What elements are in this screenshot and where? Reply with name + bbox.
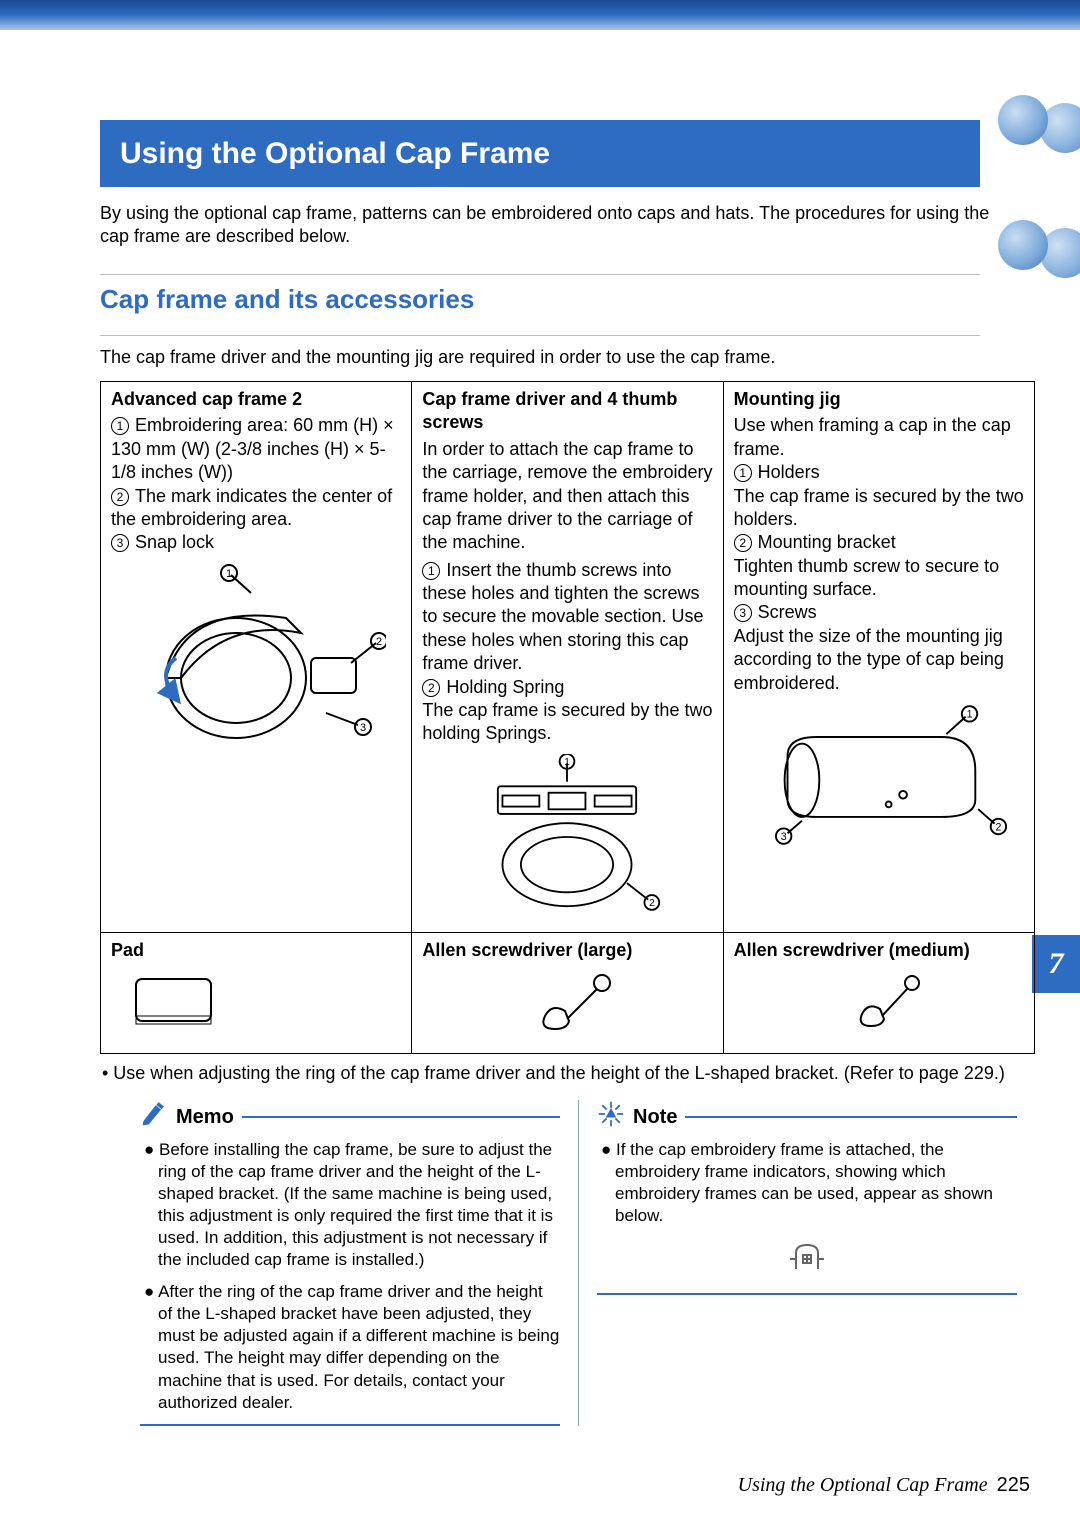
list-item: Embroidering area: 60 mm (H) × 130 mm (W…: [111, 415, 394, 482]
cell-mounting-jig: Mounting jig Use when framing a cap in t…: [724, 382, 1034, 932]
cell-heading: Cap frame driver and 4 thumb screws: [422, 388, 712, 435]
list-item: Insert the thumb screws into these holes…: [422, 560, 703, 674]
intro-paragraph: By using the optional cap frame, pattern…: [100, 202, 1000, 249]
memo-item: Before installing the cap frame, be sure…: [158, 1139, 560, 1272]
svg-text:3: 3: [781, 831, 787, 843]
table-row: Advanced cap frame 2 1 Embroidering area:…: [101, 382, 1034, 932]
cell-heading: Mounting jig: [734, 388, 1024, 411]
cell-heading: Allen screwdriver (medium): [734, 939, 1024, 962]
cell-heading: Advanced cap frame 2: [111, 388, 401, 411]
cell-allen-medium: Allen screwdriver (medium): [724, 933, 1034, 1053]
cell-heading: Pad: [111, 939, 401, 962]
cell-lead: In order to attach the cap frame to the …: [422, 438, 712, 555]
cell-lead: Use when framing a cap in the cap frame.: [734, 414, 1024, 461]
list-item: Holding Spring The cap frame is secured …: [422, 677, 712, 744]
cell-heading: Allen screwdriver (large): [422, 939, 712, 962]
figure-driver: 1 2: [422, 754, 712, 926]
memo-box: Memo Before installing the cap frame, be…: [100, 1100, 579, 1426]
accessories-table: Advanced cap frame 2 1 Embroidering area:…: [100, 381, 1035, 1054]
memo-heading: Memo: [176, 1104, 234, 1130]
list-item: Screws Adjust the size of the mounting j…: [734, 602, 1004, 692]
list-item: Holders The cap frame is secured by the …: [734, 462, 1024, 529]
memo-item: After the ring of the cap frame driver a…: [158, 1281, 560, 1414]
svg-text:2: 2: [995, 821, 1001, 833]
cell-allen-large: Allen screwdriver (large): [412, 933, 723, 1053]
top-gradient-bar: [0, 0, 1080, 30]
memo-icon: [140, 1100, 168, 1135]
page-title: Using the Optional Cap Frame: [100, 120, 980, 187]
cell-cap-frame-driver: Cap frame driver and 4 thumb screws In o…: [412, 382, 723, 932]
footer-title: Using the Optional Cap Frame: [738, 1474, 988, 1496]
table-row: Pad Allen screwdriver (large): [101, 932, 1034, 1053]
cell-pad: Pad: [101, 933, 412, 1053]
figure-mounting-jig: 1 3 2: [734, 703, 1024, 854]
section-heading-wrap: Cap frame and its accessories: [100, 274, 980, 336]
frame-indicator-icon: [597, 1237, 1017, 1283]
figure-pad: [111, 971, 401, 1037]
section-desc: The cap frame driver and the mounting ji…: [100, 346, 1035, 369]
svg-text:3: 3: [360, 722, 366, 734]
svg-text:1: 1: [966, 709, 972, 721]
list-item: Snap lock: [135, 532, 214, 552]
figure-allen-medium: [734, 971, 1024, 1042]
note-icon: [597, 1100, 625, 1135]
svg-text:2: 2: [376, 636, 382, 648]
list-item: Mounting bracket Tighten thumb screw to …: [734, 532, 999, 599]
note-heading: Note: [633, 1104, 677, 1130]
section-heading: Cap frame and its accessories: [100, 277, 980, 323]
svg-text:1: 1: [226, 568, 232, 580]
figure-allen-large: [422, 971, 712, 1042]
page-footer: Using the Optional Cap Frame 225: [738, 1472, 1030, 1498]
cell-advanced-cap-frame: Advanced cap frame 2 1 Embroidering area:…: [101, 382, 412, 932]
figure-cap-frame: 2 1 3: [111, 563, 401, 769]
list-item: The mark indicates the center of the emb…: [111, 486, 392, 529]
note-box: Note If the cap embroidery frame is atta…: [579, 1100, 1035, 1426]
page-number: 225: [997, 1474, 1030, 1496]
table-footnote: • Use when adjusting the ring of the cap…: [114, 1062, 1025, 1085]
svg-text:2: 2: [650, 898, 656, 909]
svg-text:1: 1: [565, 757, 571, 768]
note-item: If the cap embroidery frame is attached,…: [615, 1139, 1017, 1227]
